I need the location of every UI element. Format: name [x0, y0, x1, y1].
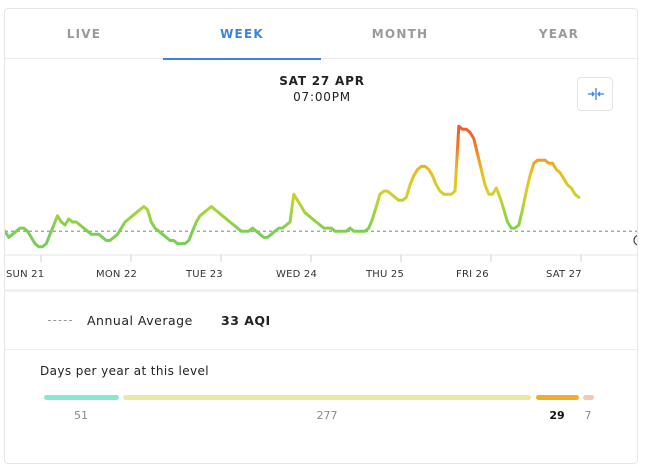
average-dash-legend	[48, 320, 72, 321]
selected-date: SAT 27 APR	[279, 74, 365, 88]
x-tick-label: SAT 27	[546, 269, 582, 280]
collapse-chart-button[interactable]	[577, 77, 613, 111]
air-quality-card: LIVE WEEK MONTH YEAR SUN 21 MON 22 TUE 23 W…	[4, 8, 638, 464]
level-moderate-segment	[123, 395, 531, 400]
level-moderate-days: 277	[316, 409, 338, 422]
average-label: Annual Average	[87, 313, 193, 328]
annual-average-row: Annual Average 33 AQI	[5, 292, 637, 350]
tab-live[interactable]: LIVE	[66, 27, 102, 41]
tab-week-label: WEEK	[220, 27, 264, 41]
level-sensitive-segment	[536, 395, 579, 400]
tab-month[interactable]: MONTH	[371, 27, 429, 41]
x-tick-label: TUE 23	[185, 269, 223, 280]
active-tab-indicator	[163, 58, 321, 60]
level-unhealthy-days: 7	[584, 409, 592, 422]
level-unhealthy-segment	[583, 395, 594, 400]
level-good-segment	[44, 395, 119, 400]
aqi-line-chart[interactable]: SUN 21 MON 22 TUE 23 WED 24 THU 25 FRI 26 SAT …	[5, 59, 638, 291]
section-divider	[5, 289, 637, 292]
x-tick-label: WED 24	[276, 269, 317, 280]
collapse-horizontal-icon	[588, 88, 604, 100]
aqi-series-line	[5, 124, 581, 249]
aqi-chart[interactable]: SUN 21 MON 22 TUE 23 WED 24 THU 25 FRI 26 SAT …	[5, 59, 638, 291]
selected-time: 07:00PM	[293, 90, 351, 104]
tab-week[interactable]: WEEK	[163, 9, 321, 60]
days-per-year-title: Days per year at this level	[40, 364, 210, 378]
x-tick-label: FRI 26	[456, 269, 489, 280]
period-tabs: LIVE WEEK MONTH YEAR	[5, 9, 637, 60]
level-sensitive-days: 29	[549, 409, 565, 422]
x-tick-label: THU 25	[365, 269, 404, 280]
average-value: 33 AQI	[221, 313, 271, 328]
level-good-days: 51	[74, 409, 88, 422]
tab-year[interactable]: YEAR	[538, 27, 580, 41]
x-tick-label: MON 22	[96, 269, 137, 280]
x-tick-label: SUN 21	[6, 269, 44, 280]
current-point-marker	[633, 234, 637, 246]
